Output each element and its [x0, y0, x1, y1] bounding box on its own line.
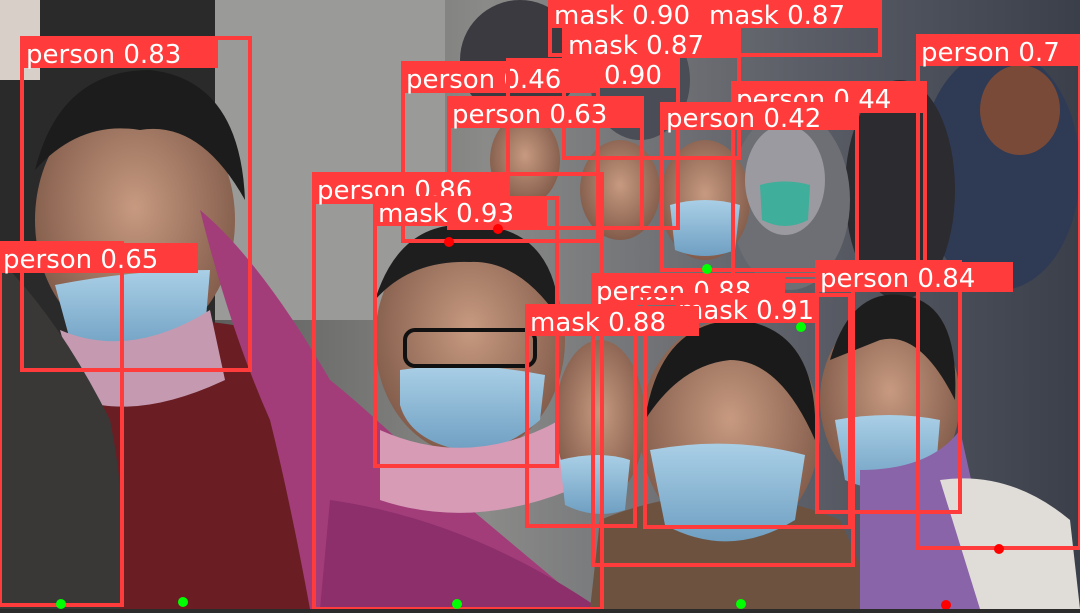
anchor-point: [452, 599, 462, 609]
detection-label: person 0.83: [26, 40, 181, 70]
anchor-point: [736, 599, 746, 609]
anchor-point: [56, 599, 66, 609]
detection-box: person 0.42: [660, 102, 859, 272]
detection-box: 0.90: [506, 58, 680, 230]
detection-label: person 0.84: [820, 264, 975, 294]
detection-label: 0.90: [604, 61, 662, 91]
detection-label: mask 0.88: [530, 308, 666, 338]
detection-label: person 0.7: [921, 38, 1060, 68]
detection-box: person 0.88: [591, 273, 855, 567]
anchor-point: [796, 322, 806, 332]
detection-box: person 0.84: [815, 260, 1013, 514]
detection-label: mask 0.91: [678, 296, 814, 326]
anchor-point: [178, 597, 188, 607]
detection-label: mask 0.93: [378, 199, 514, 229]
detection-box: mask 0.88: [525, 304, 699, 528]
detection-box: person 0.65: [0, 241, 198, 607]
detection-label: person 0.46: [406, 65, 561, 95]
anchor-point: [444, 237, 454, 247]
anchor-point: [941, 600, 951, 610]
detection-box: mask 0.91: [643, 293, 852, 529]
detection-box: person 0.63: [447, 96, 644, 230]
anchor-point: [493, 224, 503, 234]
detection-label: person 0.63: [452, 100, 607, 130]
detection-label: mask 0.87: [568, 31, 704, 61]
detection-label: person 0.42: [666, 104, 821, 134]
anchor-point: [702, 264, 712, 274]
detection-box: person 0.46: [401, 61, 600, 243]
anchor-point: [994, 544, 1004, 554]
detection-label: person 0.65: [3, 245, 158, 275]
detection-box: person 0.83: [20, 36, 252, 372]
detection-box: mask 0.87: [562, 26, 741, 160]
